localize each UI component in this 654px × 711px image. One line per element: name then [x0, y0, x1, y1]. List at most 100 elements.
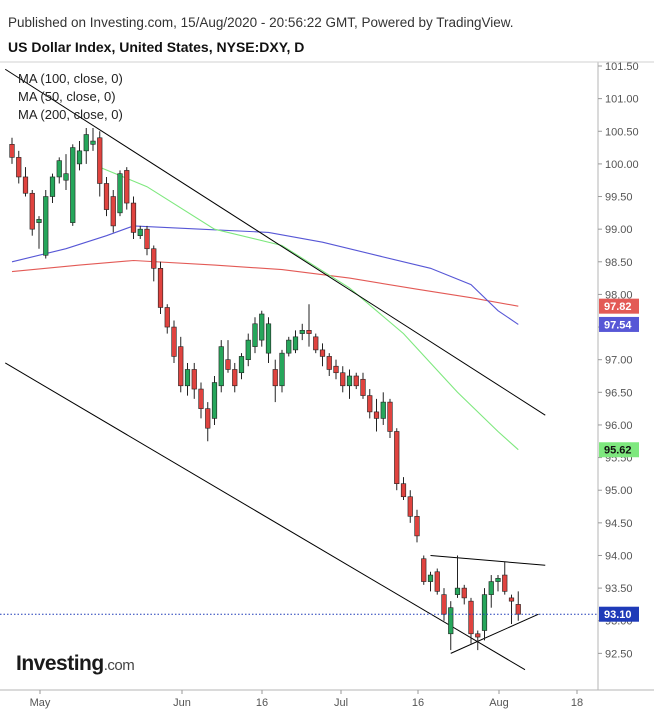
candle	[407, 490, 413, 523]
time-axis: May Jun 16 Jul 16 Aug 18	[30, 690, 583, 709]
candle	[70, 144, 76, 226]
x-tick-label: Aug	[489, 697, 509, 709]
candle	[130, 196, 137, 239]
published-caption: Published on Investing.com, 15/Aug/2020 …	[8, 15, 514, 30]
candle-body	[43, 196, 49, 256]
candle	[43, 190, 49, 259]
x-tick-label: Jun	[173, 697, 191, 709]
candle-body	[103, 183, 110, 210]
candle-body	[407, 496, 413, 517]
candle	[326, 353, 332, 376]
moving-averages	[11, 166, 519, 451]
candle	[286, 336, 292, 357]
candle-body	[29, 192, 35, 230]
candle	[117, 170, 123, 217]
candle-body	[481, 594, 488, 631]
x-tick-label: 16	[412, 697, 424, 709]
candle-body	[508, 597, 515, 602]
trendline	[450, 613, 539, 654]
candle-body	[461, 587, 467, 599]
candle-body	[171, 326, 177, 357]
y-tick-label: 98.50	[605, 257, 633, 269]
candle-body	[400, 483, 407, 498]
price-label-box	[599, 316, 639, 332]
candle-body	[83, 134, 89, 152]
candle-body	[245, 339, 251, 360]
y-tick-label: 92.50	[605, 648, 633, 660]
trendline	[4, 68, 546, 416]
y-tick-label: 94.50	[605, 518, 633, 530]
candle	[238, 353, 245, 380]
candle-body	[164, 307, 170, 328]
candle-body	[157, 268, 164, 308]
price-label-text: 97.82	[604, 301, 632, 313]
candle-body	[427, 574, 434, 582]
indicator-legend: MA (100, close, 0) MA (50, close, 0) MA …	[18, 71, 123, 122]
y-tick-label: 100.00	[605, 159, 639, 171]
candle	[56, 157, 62, 184]
investing-logo: Investing.com	[16, 652, 135, 675]
ma100-line	[11, 225, 519, 325]
candle	[191, 362, 197, 399]
y-tick-label: 99.50	[605, 192, 633, 204]
candle	[265, 317, 272, 363]
candle	[346, 369, 353, 399]
y-tick-label: 98.00	[605, 289, 633, 301]
candle-body	[380, 401, 386, 419]
legend-item-ma50[interactable]: MA (50, close, 0)	[18, 89, 116, 104]
candle	[373, 398, 380, 432]
candle-body	[130, 202, 137, 233]
candle	[313, 333, 319, 354]
candle-body	[70, 147, 76, 223]
candle-body	[488, 581, 494, 595]
legend-item-ma200[interactable]: MA (200, close, 0)	[18, 107, 123, 122]
candle	[454, 555, 461, 598]
y-tick-label: 93.50	[605, 583, 633, 595]
candle	[232, 362, 238, 393]
candle	[245, 333, 251, 367]
candle-body	[218, 346, 224, 387]
candle-body	[360, 378, 366, 396]
candle-body	[441, 594, 447, 615]
candle	[211, 376, 218, 425]
candle-body	[9, 144, 15, 158]
candle	[29, 190, 35, 236]
candle	[468, 597, 474, 644]
candle-body	[22, 176, 29, 194]
candle	[272, 359, 278, 403]
candle	[421, 555, 427, 585]
candle	[252, 317, 258, 354]
candle-body	[97, 137, 103, 184]
candle-body	[238, 356, 245, 374]
x-tick-label: May	[30, 697, 51, 709]
candle-body	[367, 395, 373, 413]
candle-body	[292, 336, 299, 351]
candle-body	[272, 369, 278, 387]
candle	[279, 349, 285, 393]
candle	[83, 128, 89, 164]
candle	[319, 343, 326, 367]
candle	[36, 216, 42, 249]
candle-body	[515, 604, 521, 615]
candle-body	[56, 160, 62, 178]
trendline	[430, 554, 546, 566]
candle	[414, 509, 420, 543]
candle	[198, 382, 204, 419]
candle-body	[178, 346, 184, 387]
candle	[495, 575, 501, 592]
candle	[76, 141, 83, 171]
candle	[22, 167, 29, 197]
candle-body	[326, 356, 332, 370]
candle-body	[184, 369, 191, 387]
candle	[137, 225, 143, 239]
legend-item-ma100[interactable]: MA (100, close, 0)	[18, 71, 123, 86]
candle-body	[259, 313, 265, 341]
candle-body	[137, 228, 143, 236]
candle	[178, 336, 184, 393]
x-tick-label: 18	[571, 697, 583, 709]
candle-body	[279, 352, 285, 387]
candle	[164, 304, 170, 334]
candle-body	[286, 339, 292, 354]
plot-area	[0, 68, 598, 671]
trendline	[4, 362, 526, 671]
